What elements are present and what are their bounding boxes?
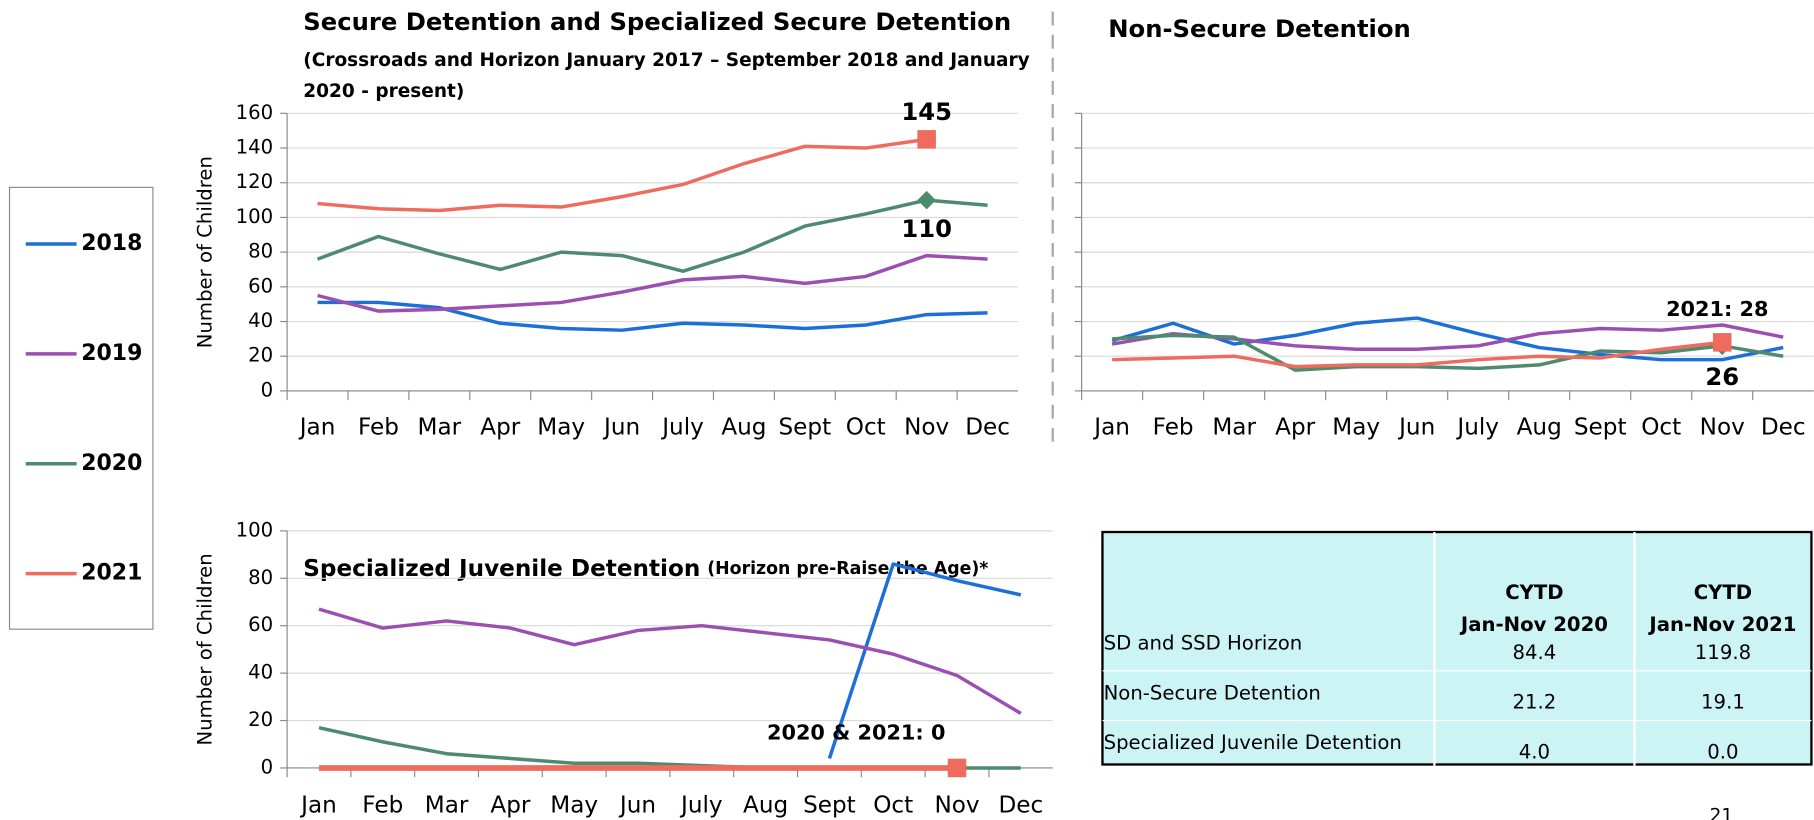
page-number: 21 — [1710, 806, 1734, 820]
y-tick-label: 100 — [236, 518, 274, 541]
x-tick-label: Dec — [965, 414, 1010, 440]
chart-title: Non-Secure Detention — [1108, 14, 1411, 43]
series-line — [318, 607, 1022, 715]
x-tick-label: July — [660, 414, 704, 440]
title-main: Specialized Juvenile Detention — [303, 556, 700, 582]
series-line — [316, 198, 988, 273]
data-label: 2020 & 2021: 0 — [767, 720, 945, 744]
legend-label: 2021 — [81, 561, 142, 586]
x-tick-label: Mar — [418, 414, 462, 440]
y-tick-label: 80 — [248, 566, 273, 589]
x-tick-label: Jan — [298, 414, 336, 440]
table-header: CYTD — [1505, 581, 1563, 604]
x-tick-label: Aug — [743, 793, 788, 819]
table-header: CYTD — [1694, 581, 1752, 604]
chart-title: Specialized Juvenile Detention (Horizon p… — [303, 556, 988, 582]
table-row-label: SD and SSD Horizon — [1104, 632, 1303, 655]
x-tick-label: Nov — [934, 793, 979, 819]
table-value: 4.0 — [1519, 740, 1550, 763]
x-tick-label: Aug — [1517, 414, 1562, 440]
series-line — [827, 562, 1022, 760]
x-tick-label: May — [550, 793, 598, 819]
x-tick-label: Apr — [1275, 414, 1315, 440]
x-tick-label: Feb — [1153, 414, 1194, 440]
y-tick-label: 80 — [248, 240, 273, 263]
table-row-label: Specialized Juvenile Detention — [1104, 731, 1402, 754]
x-tick-label: Feb — [358, 414, 399, 440]
table-value: 0.0 — [1707, 740, 1738, 763]
y-tick-label: 0 — [261, 378, 274, 401]
table-bg — [1101, 530, 1813, 766]
y-axis-label: Number of Children — [194, 553, 217, 745]
series-line — [1112, 333, 1784, 372]
x-tick-label: Jan — [299, 793, 337, 819]
chart-subtitle: (Crossroads and Horizon January 2017 – S… — [303, 48, 1030, 102]
series-line — [317, 137, 927, 213]
y-tick-label: 20 — [248, 344, 273, 367]
y-tick-label: 160 — [236, 101, 274, 124]
marker — [947, 758, 967, 778]
series-line — [317, 253, 988, 313]
table-value: 21.2 — [1513, 691, 1557, 714]
x-tick-label: July — [679, 793, 723, 819]
y-tick-label: 100 — [236, 205, 274, 228]
y-tick-label: 20 — [248, 708, 273, 731]
series-line — [1111, 316, 1784, 362]
marker — [917, 190, 936, 210]
x-tick-label: Jun — [1397, 414, 1435, 440]
y-tick-label: 40 — [248, 661, 273, 684]
y-tick-label: 60 — [248, 613, 273, 636]
x-tick-label: Sept — [803, 793, 856, 819]
legend-label: 2019 — [81, 341, 142, 366]
x-tick-label: Nov — [1700, 414, 1745, 440]
x-tick-label: Jun — [618, 793, 656, 819]
x-tick-label: Mar — [1212, 414, 1256, 440]
series-line — [317, 300, 988, 332]
x-tick-label: Oct — [873, 793, 913, 819]
x-tick-label: Nov — [904, 414, 949, 440]
x-tick-label: Apr — [480, 414, 520, 440]
table-header: Jan-Nov 2021 — [1647, 613, 1796, 636]
x-tick-label: Dec — [1761, 414, 1806, 440]
chart-title: Secure Detention and Specialized Secure … — [303, 7, 1011, 36]
y-tick-label: 140 — [236, 136, 274, 159]
y-tick-label: 0 — [261, 755, 274, 778]
x-tick-label: May — [537, 414, 585, 440]
legend-box — [8, 186, 154, 630]
x-tick-label: Mar — [425, 793, 469, 819]
table-row-label: Non-Secure Detention — [1104, 681, 1321, 704]
series-line — [1112, 340, 1723, 369]
table-value: 119.8 — [1695, 641, 1751, 664]
marker — [917, 130, 936, 149]
marker — [1712, 333, 1732, 352]
x-tick-label: Sept — [779, 414, 832, 440]
x-tick-label: Aug — [721, 414, 766, 440]
x-tick-label: July — [1455, 414, 1499, 440]
x-tick-label: May — [1332, 414, 1380, 440]
data-label: 26 — [1705, 362, 1739, 391]
chart-subtitle-box: (Crossroads and Horizon January 2017 – S… — [303, 48, 1030, 102]
x-tick-label: Apr — [490, 793, 530, 819]
data-label: 110 — [901, 214, 952, 243]
data-label: 145 — [901, 97, 952, 126]
y-axis-label: Number of Children — [194, 156, 217, 348]
table-value: 19.1 — [1701, 691, 1745, 714]
y-tick-label: 40 — [248, 309, 273, 332]
x-tick-label: Jun — [602, 414, 640, 440]
x-tick-label: Feb — [362, 793, 403, 819]
data-label: 2021: 28 — [1666, 297, 1768, 321]
x-tick-label: Jan — [1092, 414, 1130, 440]
x-tick-label: Oct — [846, 414, 886, 440]
legend-label: 2020 — [81, 451, 142, 476]
legend-label: 2018 — [81, 231, 142, 256]
table-value: 84.4 — [1513, 641, 1557, 664]
title-sub: (Horizon pre-Raise the Age)* — [707, 559, 988, 579]
x-tick-label: Dec — [998, 793, 1043, 819]
y-tick-label: 120 — [236, 170, 274, 193]
table-header: Jan-Nov 2020 — [1459, 613, 1608, 636]
y-tick-label: 60 — [248, 274, 273, 297]
x-tick-label: Sept — [1574, 414, 1627, 440]
x-tick-label: Oct — [1641, 414, 1681, 440]
